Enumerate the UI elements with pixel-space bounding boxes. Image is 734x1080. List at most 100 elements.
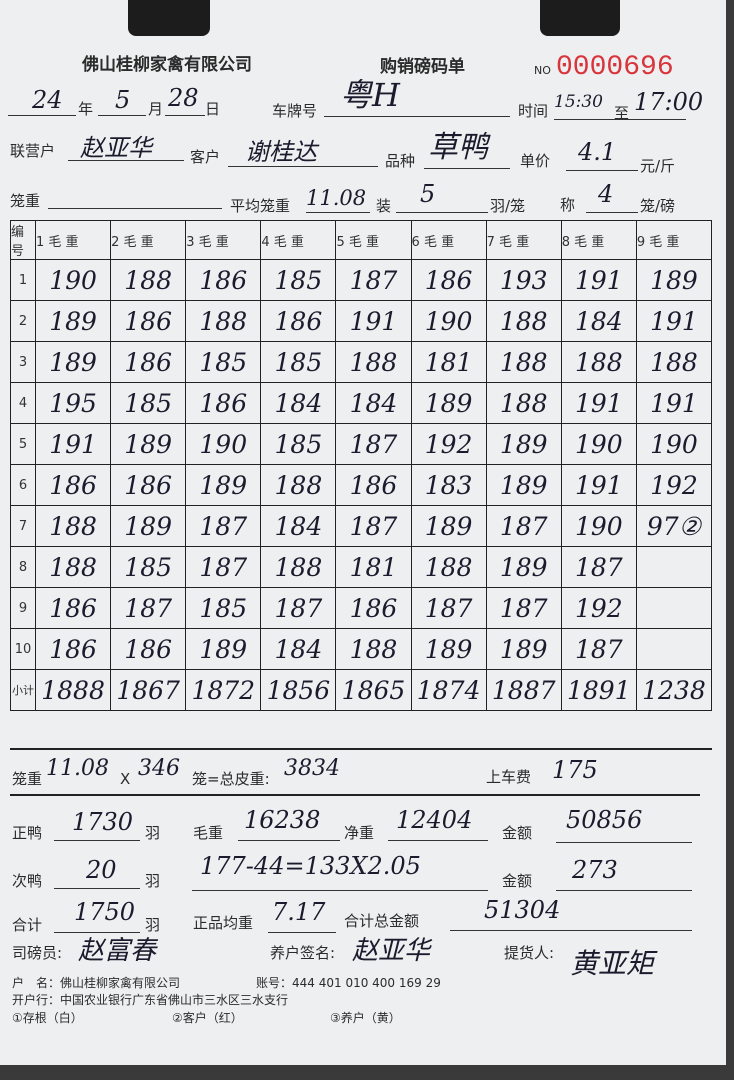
weight-cell: 184 — [260, 628, 337, 670]
weight-value: 191 — [574, 470, 623, 500]
weight-value: 189 — [124, 429, 173, 459]
weight-value: 186 — [49, 593, 97, 623]
weight-value: 189 — [49, 347, 97, 377]
weight-value: 188 — [274, 552, 323, 582]
table-row: 6 186 186 189 188 186 183 189 191 192 — [10, 464, 713, 506]
weight-cell: 185 — [185, 341, 262, 383]
weight-value: 187 — [349, 511, 398, 541]
time-end: 17:00 — [634, 88, 704, 116]
weight-value: 190 — [574, 429, 623, 459]
row-id: 3 — [10, 341, 36, 383]
avg-cage-label: 平均笼重 — [230, 197, 291, 215]
weight-value: 193 — [499, 265, 548, 295]
tare-value: 3834 — [284, 756, 340, 781]
weight-cell: 188 — [560, 341, 637, 383]
weight-value: 181 — [349, 552, 398, 582]
customer-label: 客户 — [190, 148, 221, 166]
weight-cell: 184 — [260, 382, 337, 424]
weight-value: 186 — [49, 470, 97, 500]
partner-label: 联营户 — [10, 142, 56, 160]
weight-cell: 186 — [110, 300, 187, 342]
weight-cell: 189 — [635, 259, 713, 301]
weight-value: 192 — [574, 593, 623, 623]
weight-value: 188 — [424, 552, 473, 582]
table-row: 7 188 189 187 184 187 189 187 190 97② — [10, 505, 713, 547]
bird-unit-3: 羽 — [145, 916, 161, 934]
subtotal-cell: 1865 — [335, 669, 412, 711]
weight-cell: 187 — [185, 505, 262, 547]
column-header: 6 毛 重 — [410, 220, 487, 260]
weight-value: 187 — [124, 593, 173, 623]
weight-value: 191 — [49, 429, 97, 459]
weight-value: 190 — [424, 306, 473, 336]
amount2-value: 273 — [572, 856, 618, 884]
subtotal-label: 小计 — [10, 669, 36, 711]
weight-cell: 189 — [485, 546, 562, 588]
subtotal-value: 1887 — [491, 675, 556, 705]
weight-value: 187 — [274, 593, 323, 623]
weight-cell: 188 — [410, 546, 487, 588]
weight-value: 186 — [49, 634, 97, 664]
subtotal-cell: 1887 — [485, 669, 562, 711]
weight-cell: 181 — [335, 546, 412, 588]
weight-cell: 186 — [410, 259, 487, 301]
weight-value: 189 — [499, 429, 548, 459]
copy-customer: ②客户（红） — [172, 1011, 243, 1025]
weigh-value: 4 — [598, 180, 614, 208]
weight-value: 189 — [650, 265, 698, 295]
column-header: 2 毛 重 — [110, 220, 187, 260]
weight-cell: 187 — [335, 259, 412, 301]
weight-value: 188 — [574, 347, 623, 377]
account-name: 户 名：佛山桂柳家禽有限公司 — [12, 976, 181, 990]
subtotal-value: 1867 — [116, 675, 180, 705]
weight-value: 185 — [274, 347, 323, 377]
weight-value: 189 — [199, 470, 248, 500]
column-header: 9 毛 重 — [635, 220, 713, 260]
weight-value: 186 — [274, 306, 323, 336]
weight-value: 187 — [499, 511, 548, 541]
avg-cage-value: 11.08 — [306, 186, 367, 210]
weight-cell: 192 — [635, 464, 713, 506]
weight-cell: 186 — [110, 628, 187, 670]
weight-cell: 188 — [185, 300, 262, 342]
weight-cell: 187 — [335, 423, 412, 465]
weight-cell: 188 — [260, 464, 337, 506]
weight-cell: 188 — [260, 546, 337, 588]
weight-cell: 190 — [34, 259, 112, 301]
weight-value: 188 — [349, 347, 398, 377]
weight-value: 188 — [49, 511, 97, 541]
weight-cell: 188 — [34, 546, 112, 588]
load-value: 5 — [420, 180, 436, 208]
weight-cell: 184 — [335, 382, 412, 424]
weight-value: 185 — [199, 347, 248, 377]
table-row: 2 189 186 188 186 191 190 188 184 191 — [10, 300, 713, 342]
weight-value: 187 — [199, 552, 248, 582]
weight-value: 188 — [199, 306, 248, 336]
weight-cell: 184 — [260, 505, 337, 547]
weight-value: 187 — [349, 265, 398, 295]
subtotal-value: 1888 — [41, 675, 105, 705]
subtotal-value: 1865 — [341, 675, 406, 705]
weight-cell: 190 — [560, 505, 637, 547]
weight-cell: 185 — [260, 259, 337, 301]
row-id: 7 — [10, 505, 36, 547]
weight-cell: 188 — [635, 341, 713, 383]
loading-fee: 175 — [552, 756, 598, 784]
weight-cell — [635, 587, 713, 629]
subtotal-cell: 1874 — [410, 669, 487, 711]
weight-value: 189 — [424, 388, 473, 418]
weight-value: 185 — [274, 265, 323, 295]
weight-cell: 189 — [410, 628, 487, 670]
prime-count: 1730 — [72, 808, 134, 836]
bird-unit-2: 羽 — [145, 872, 161, 890]
weight-cell: 189 — [34, 341, 112, 383]
weight-value: 188 — [499, 347, 548, 377]
table-row: 3 189 186 185 185 188 181 188 188 188 — [10, 341, 713, 383]
cage-label: 笼重 — [10, 192, 41, 210]
weight-value: 184 — [574, 306, 623, 336]
prime-label: 正鸭 — [12, 824, 43, 842]
weight-cell: 191 — [560, 259, 637, 301]
amount-value: 50856 — [566, 806, 643, 834]
weight-value: 187 — [499, 593, 548, 623]
